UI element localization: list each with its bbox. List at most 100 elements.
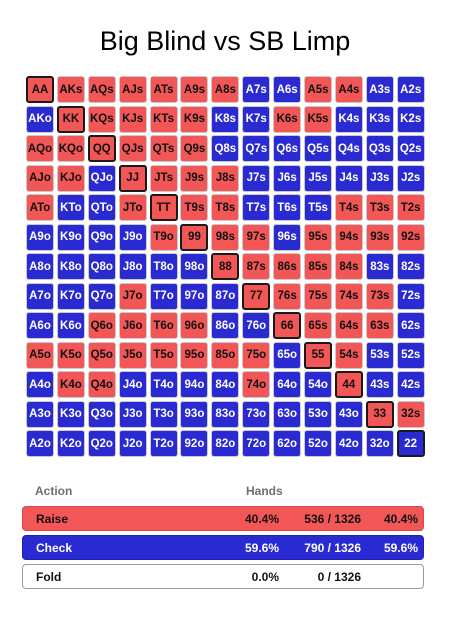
hand-cell-AJs[interactable]: AJs <box>118 76 147 103</box>
hand-cell-J8s[interactable]: J8s <box>211 164 240 192</box>
hand-cell-73s[interactable]: 73s <box>365 282 394 310</box>
hand-cell-97o[interactable]: 97o <box>180 282 209 310</box>
hand-cell-98s[interactable]: 98s <box>211 223 240 251</box>
hand-cell-QJs[interactable]: QJs <box>118 135 147 162</box>
hand-cell-J2s[interactable]: J2s <box>396 164 425 192</box>
hand-cell-Q9o[interactable]: Q9o <box>87 223 116 251</box>
hand-cell-KQs[interactable]: KQs <box>87 105 116 133</box>
hand-cell-43s[interactable]: 43s <box>365 371 394 398</box>
hand-cell-53o[interactable]: 53o <box>304 400 333 428</box>
hand-cell-77[interactable]: 77 <box>242 282 271 310</box>
hand-cell-KQo[interactable]: KQo <box>56 135 85 162</box>
hand-cell-J7o[interactable]: J7o <box>118 282 147 310</box>
hand-cell-QTo[interactable]: QTo <box>87 194 116 221</box>
hand-cell-T8s[interactable]: T8s <box>211 194 240 221</box>
hand-cell-Q7s[interactable]: Q7s <box>242 135 271 162</box>
hand-cell-76o[interactable]: 76o <box>242 312 271 339</box>
hand-cell-72s[interactable]: 72s <box>396 282 425 310</box>
hand-cell-QJo[interactable]: QJo <box>87 164 116 192</box>
hand-cell-96s[interactable]: 96s <box>273 223 302 251</box>
hand-cell-T2o[interactable]: T2o <box>149 430 178 457</box>
hand-cell-84o[interactable]: 84o <box>211 371 240 398</box>
hand-cell-J4s[interactable]: J4s <box>334 164 363 192</box>
hand-cell-62o[interactable]: 62o <box>273 430 302 457</box>
hand-cell-KTs[interactable]: KTs <box>149 105 178 133</box>
hand-cell-95s[interactable]: 95s <box>304 223 333 251</box>
hand-cell-92s[interactable]: 92s <box>396 223 425 251</box>
hand-cell-63o[interactable]: 63o <box>273 400 302 428</box>
hand-cell-Q5s[interactable]: Q5s <box>304 135 333 162</box>
hand-cell-64s[interactable]: 64s <box>334 312 363 339</box>
hand-cell-86o[interactable]: 86o <box>211 312 240 339</box>
hand-cell-Q8s[interactable]: Q8s <box>211 135 240 162</box>
hand-cell-93o[interactable]: 93o <box>180 400 209 428</box>
hand-cell-JTs[interactable]: JTs <box>149 164 178 192</box>
hand-cell-52o[interactable]: 52o <box>304 430 333 457</box>
hand-cell-J3o[interactable]: J3o <box>118 400 147 428</box>
hand-cell-73o[interactable]: 73o <box>242 400 271 428</box>
hand-cell-JJ[interactable]: JJ <box>118 164 147 192</box>
hand-cell-K4o[interactable]: K4o <box>56 371 85 398</box>
hand-cell-J7s[interactable]: J7s <box>242 164 271 192</box>
hand-cell-94o[interactable]: 94o <box>180 371 209 398</box>
hand-cell-T9s[interactable]: T9s <box>180 194 209 221</box>
hand-cell-85o[interactable]: 85o <box>211 341 240 369</box>
hand-cell-Q3o[interactable]: Q3o <box>87 400 116 428</box>
hand-cell-97s[interactable]: 97s <box>242 223 271 251</box>
hand-cell-88[interactable]: 88 <box>211 253 240 280</box>
hand-cell-QTs[interactable]: QTs <box>149 135 178 162</box>
hand-cell-K6o[interactable]: K6o <box>56 312 85 339</box>
hand-cell-99[interactable]: 99 <box>180 223 209 251</box>
hand-cell-Q4s[interactable]: Q4s <box>334 135 363 162</box>
hand-cell-KJo[interactable]: KJo <box>56 164 85 192</box>
check-action-row[interactable]: Check 59.6% 790 / 1326 59.6% <box>22 535 424 560</box>
hand-cell-QQ[interactable]: QQ <box>87 135 116 162</box>
hand-cell-Q3s[interactable]: Q3s <box>365 135 394 162</box>
hand-cell-Q4o[interactable]: Q4o <box>87 371 116 398</box>
hand-cell-Q2o[interactable]: Q2o <box>87 430 116 457</box>
hand-cell-92o[interactable]: 92o <box>180 430 209 457</box>
hand-cell-52s[interactable]: 52s <box>396 341 425 369</box>
hand-cell-A2s[interactable]: A2s <box>396 76 425 103</box>
hand-cell-K8s[interactable]: K8s <box>211 105 240 133</box>
hand-cell-Q6s[interactable]: Q6s <box>273 135 302 162</box>
hand-cell-43o[interactable]: 43o <box>334 400 363 428</box>
hand-cell-K2s[interactable]: K2s <box>396 105 425 133</box>
hand-cell-J5o[interactable]: J5o <box>118 341 147 369</box>
hand-cell-T6o[interactable]: T6o <box>149 312 178 339</box>
hand-cell-83s[interactable]: 83s <box>365 253 394 280</box>
hand-cell-T7o[interactable]: T7o <box>149 282 178 310</box>
hand-cell-55[interactable]: 55 <box>304 341 333 369</box>
hand-cell-74o[interactable]: 74o <box>242 371 271 398</box>
hand-cell-86s[interactable]: 86s <box>273 253 302 280</box>
hand-cell-54s[interactable]: 54s <box>334 341 363 369</box>
hand-cell-K2o[interactable]: K2o <box>56 430 85 457</box>
hand-cell-J8o[interactable]: J8o <box>118 253 147 280</box>
hand-cell-AJo[interactable]: AJo <box>26 164 54 192</box>
hand-cell-J6s[interactable]: J6s <box>273 164 302 192</box>
hand-cell-A4o[interactable]: A4o <box>26 371 54 398</box>
hand-cell-ATo[interactable]: ATo <box>26 194 54 221</box>
hand-cell-85s[interactable]: 85s <box>304 253 333 280</box>
hand-cell-A5o[interactable]: A5o <box>26 341 54 369</box>
hand-cell-65o[interactable]: 65o <box>273 341 302 369</box>
hand-cell-A9o[interactable]: A9o <box>26 223 54 251</box>
hand-cell-A7s[interactable]: A7s <box>242 76 271 103</box>
hand-cell-75o[interactable]: 75o <box>242 341 271 369</box>
hand-cell-ATs[interactable]: ATs <box>149 76 178 103</box>
hand-cell-65s[interactable]: 65s <box>304 312 333 339</box>
hand-cell-66[interactable]: 66 <box>273 312 302 339</box>
hand-cell-T9o[interactable]: T9o <box>149 223 178 251</box>
hand-cell-AQs[interactable]: AQs <box>87 76 116 103</box>
hand-cell-J3s[interactable]: J3s <box>365 164 394 192</box>
hand-cell-K4s[interactable]: K4s <box>334 105 363 133</box>
hand-cell-63s[interactable]: 63s <box>365 312 394 339</box>
hand-cell-AKs[interactable]: AKs <box>56 76 85 103</box>
hand-cell-K5s[interactable]: K5s <box>304 105 333 133</box>
hand-cell-42o[interactable]: 42o <box>334 430 363 457</box>
hand-cell-K7s[interactable]: K7s <box>242 105 271 133</box>
hand-cell-KJs[interactable]: KJs <box>118 105 147 133</box>
hand-cell-87s[interactable]: 87s <box>242 253 271 280</box>
hand-cell-93s[interactable]: 93s <box>365 223 394 251</box>
hand-cell-76s[interactable]: 76s <box>273 282 302 310</box>
